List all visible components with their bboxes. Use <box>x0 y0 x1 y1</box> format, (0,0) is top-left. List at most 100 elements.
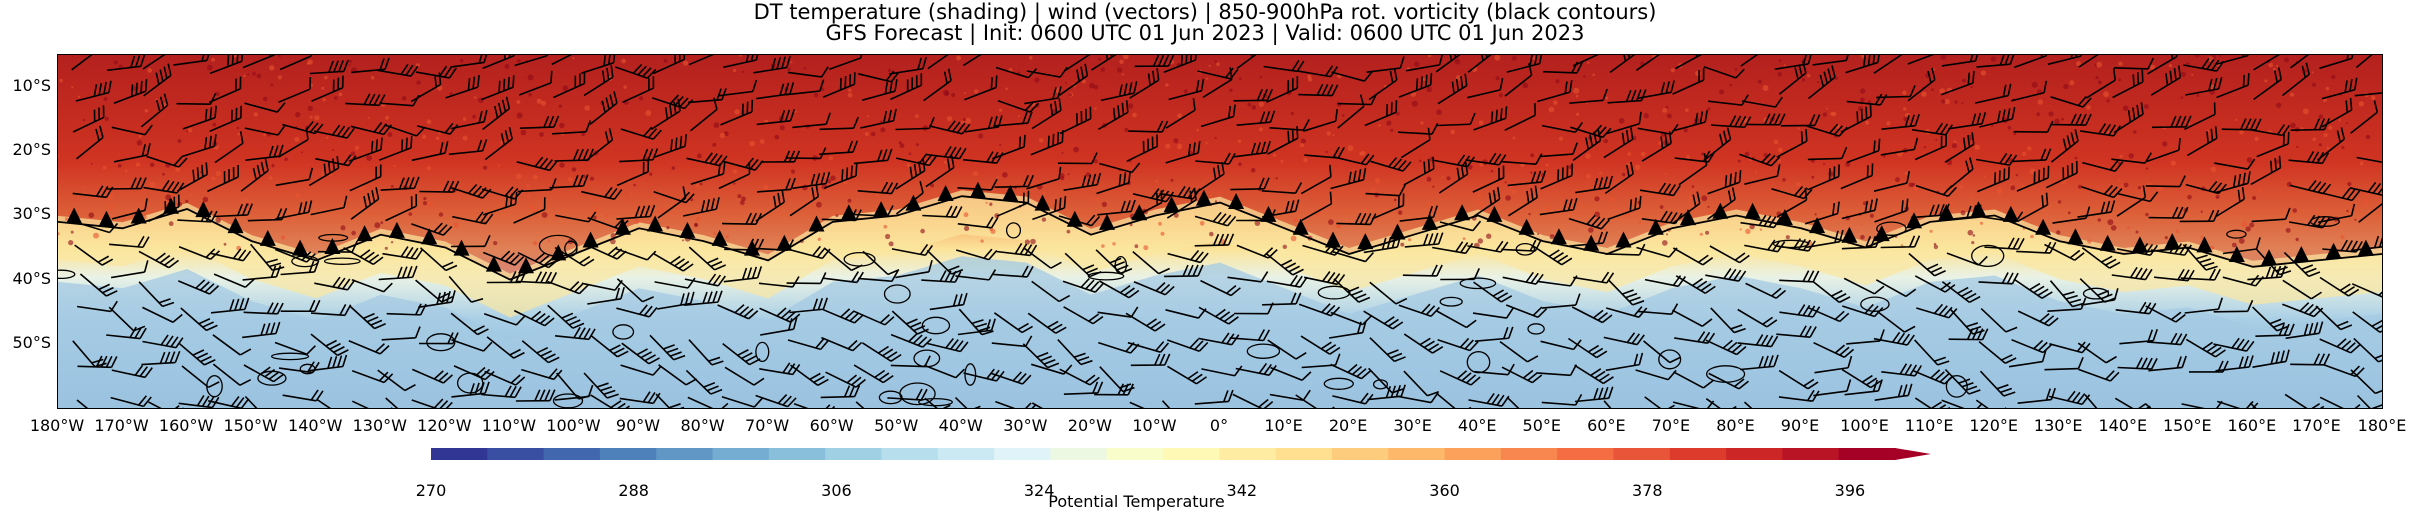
wind-barb <box>280 299 321 313</box>
wind-barb <box>1501 366 1543 384</box>
wind-barb <box>207 164 240 193</box>
wind-barb <box>1201 365 1243 377</box>
wind-barb <box>2012 148 2052 163</box>
wind-barb <box>1064 252 1102 278</box>
wind-barb <box>1091 55 1121 71</box>
wind-barb <box>377 369 416 392</box>
wind-barb <box>1132 188 1175 203</box>
wind-barb <box>1914 133 1947 161</box>
wind-barb <box>2113 57 2155 70</box>
wind-barb <box>590 334 629 358</box>
colorbar-cell <box>1163 448 1220 460</box>
wind-barb <box>1270 366 1312 381</box>
wind-barb <box>2321 77 2358 100</box>
wind-barb <box>2249 402 2276 408</box>
wind-barb <box>756 109 796 126</box>
boundary-triangle <box>550 244 567 261</box>
wind-barb <box>1976 166 2010 193</box>
wind-barb <box>585 128 614 162</box>
wind-barb <box>213 273 255 288</box>
wind-barb <box>760 317 798 336</box>
latitude-label: 40°S <box>12 268 51 288</box>
wind-barb <box>519 115 560 129</box>
wind-barb <box>1164 264 1204 278</box>
wind-barb <box>1984 237 2025 250</box>
wind-barb <box>1472 165 1505 193</box>
wind-barb <box>2319 338 2361 354</box>
colorbar-cell <box>1726 448 1783 460</box>
longitude-label: 80°W <box>680 416 725 435</box>
wind-barb <box>72 105 105 133</box>
wind-barb <box>2145 175 2186 188</box>
wind-barb <box>957 318 996 336</box>
wind-barb <box>1880 137 1919 156</box>
temperature-field <box>58 55 2382 408</box>
wind-barb <box>2350 100 2379 134</box>
wind-barb <box>482 192 518 216</box>
wind-barb <box>113 79 148 104</box>
wind-barb <box>514 55 550 67</box>
wind-barb <box>792 112 831 129</box>
colorbar-tick-label: 306 <box>821 481 852 500</box>
vorticity-contour <box>1246 343 1281 359</box>
longitude-label: 60°E <box>1587 416 1626 435</box>
wind-barb <box>684 290 723 306</box>
colorbar-tick-label: 342 <box>1226 481 1258 500</box>
wind-barb <box>1098 100 1129 130</box>
wind-barb <box>1875 279 1917 298</box>
figure-subtitle: GFS Forecast | Init: 0600 UTC 01 Jun 202… <box>825 21 1585 45</box>
wind-barb <box>1467 240 1509 253</box>
wind-barb <box>1439 370 1481 386</box>
wind-barb <box>822 72 856 98</box>
colorbar-cell <box>1219 448 1277 460</box>
boundary-triangle <box>356 225 373 242</box>
wind-barb <box>1266 76 1299 103</box>
wind-barb <box>1873 331 1915 346</box>
wind-barb <box>140 93 169 128</box>
wind-barb <box>1672 247 1714 266</box>
wind-barb <box>1541 293 1581 309</box>
wind-barb <box>484 370 526 386</box>
wind-barb <box>1097 199 1136 216</box>
wind-barb <box>2255 323 2295 337</box>
wind-barb <box>955 248 998 261</box>
wind-barb <box>482 55 516 70</box>
wind-barb <box>1946 157 1974 192</box>
boundary-triangle <box>776 234 793 251</box>
boundary-triangle <box>905 194 922 211</box>
wind-barb <box>1804 201 1840 225</box>
wind-barb <box>1063 381 1104 395</box>
wind-barb <box>1198 332 1240 346</box>
boundary-triangle <box>2228 246 2245 262</box>
wind-barb <box>2008 349 2047 368</box>
wind-barb <box>895 158 926 190</box>
wind-barb <box>1301 191 1333 221</box>
wind-barb <box>1807 164 1840 191</box>
wind-barb <box>1267 339 1307 360</box>
wind-barb <box>1436 310 1477 329</box>
wind-barb <box>1100 81 1138 102</box>
boundary-triangle <box>1002 185 1019 201</box>
wind-barb <box>1439 220 1482 232</box>
wind-barb <box>1771 185 1813 200</box>
boundary-triangle <box>1712 202 1729 219</box>
wind-barb <box>1948 111 1987 130</box>
wind-barb <box>310 195 348 216</box>
wind-barb <box>180 307 218 332</box>
wind-barb <box>1980 308 2018 333</box>
boundary-triangle <box>2099 234 2116 251</box>
wind-barb <box>1841 198 1878 220</box>
wind-barb <box>2352 311 2382 333</box>
wind-barb <box>1368 67 1398 101</box>
map-panel[interactable] <box>57 54 2383 409</box>
wind-barb <box>2116 191 2159 203</box>
wind-barb <box>853 310 895 326</box>
wind-barb <box>385 194 418 222</box>
wind-barb <box>76 399 104 408</box>
wind-barb <box>1739 153 1781 167</box>
wind-barb <box>111 365 153 379</box>
wind-barb <box>1776 129 1808 158</box>
wind-barb <box>1132 250 1170 275</box>
colorbar-cell <box>1838 448 1896 460</box>
boundary-triangle <box>1518 218 1535 235</box>
